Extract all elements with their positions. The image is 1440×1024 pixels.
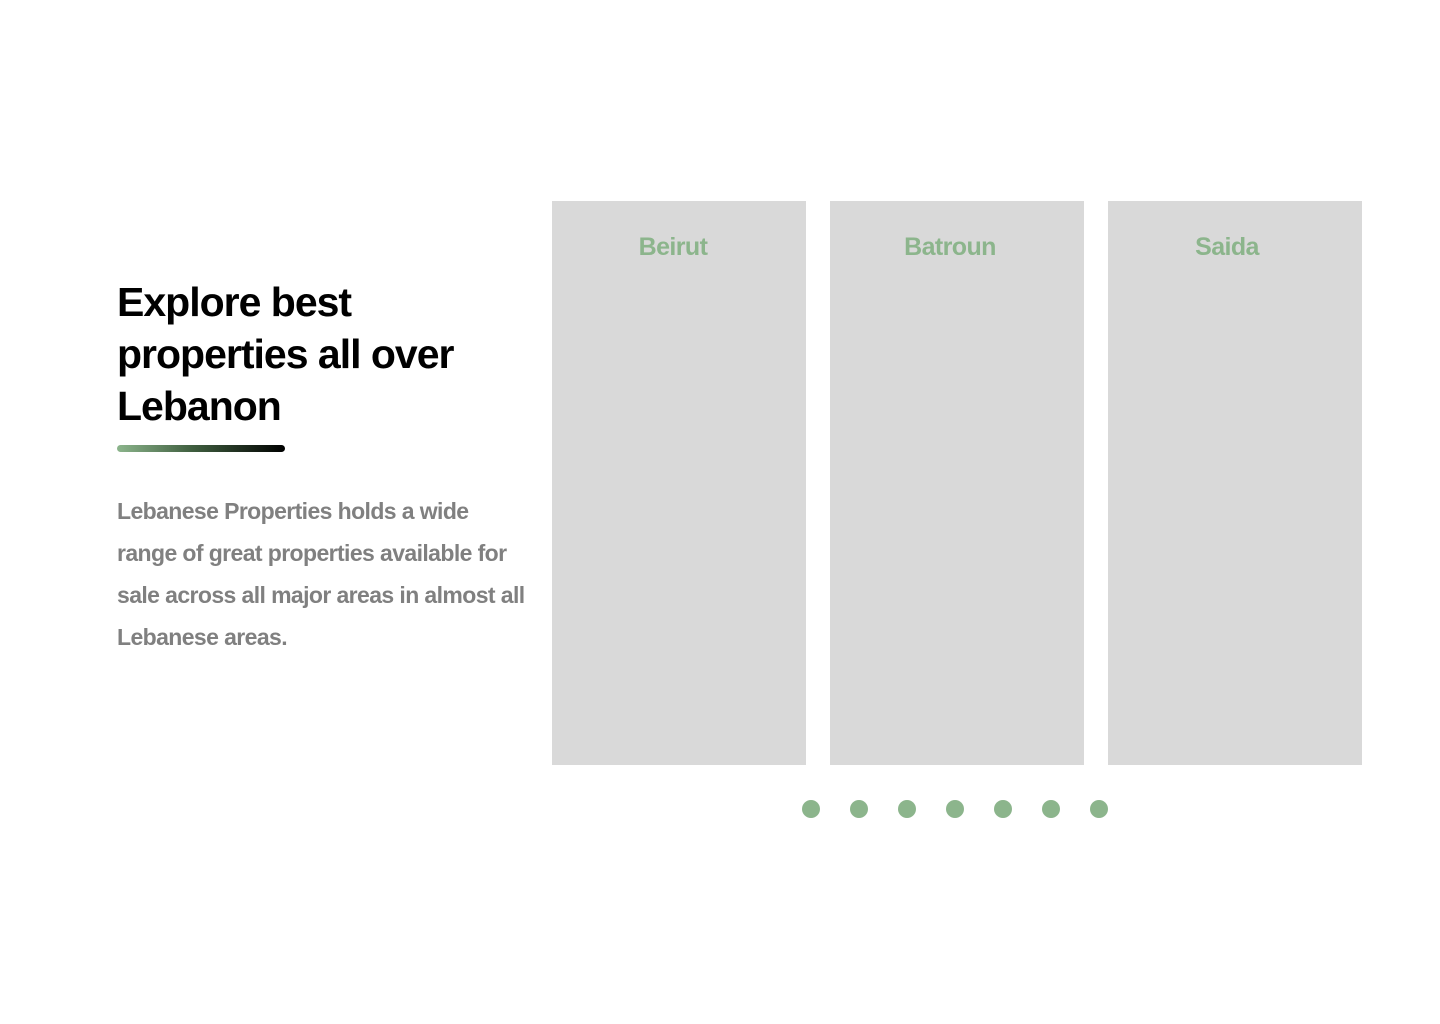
carousel-dot[interactable] (1090, 800, 1108, 818)
carousel-dot[interactable] (898, 800, 916, 818)
location-card-title: Beirut (638, 233, 708, 261)
intro-section: Explore best properties all over Lebanon… (117, 276, 527, 658)
location-card-beirut[interactable]: Beirut (552, 201, 806, 765)
intro-description: Lebanese Properties holds a wide range o… (117, 498, 525, 650)
location-carousel: Beirut Batroun Saida (552, 201, 1362, 765)
carousel-dot[interactable] (1042, 800, 1060, 818)
carousel-dot[interactable] (850, 800, 868, 818)
page-headline: Explore best properties all over Lebanon (117, 279, 454, 429)
location-card-title: Saida (1195, 233, 1259, 261)
carousel-pagination (802, 800, 1108, 818)
location-card-batroun[interactable]: Batroun (830, 201, 1084, 765)
location-card-saida[interactable]: Saida (1108, 201, 1362, 765)
headline-underline (117, 445, 285, 452)
carousel-dot[interactable] (802, 800, 820, 818)
location-card-title: Batroun (904, 233, 996, 261)
carousel-dot[interactable] (994, 800, 1012, 818)
carousel-dot[interactable] (946, 800, 964, 818)
